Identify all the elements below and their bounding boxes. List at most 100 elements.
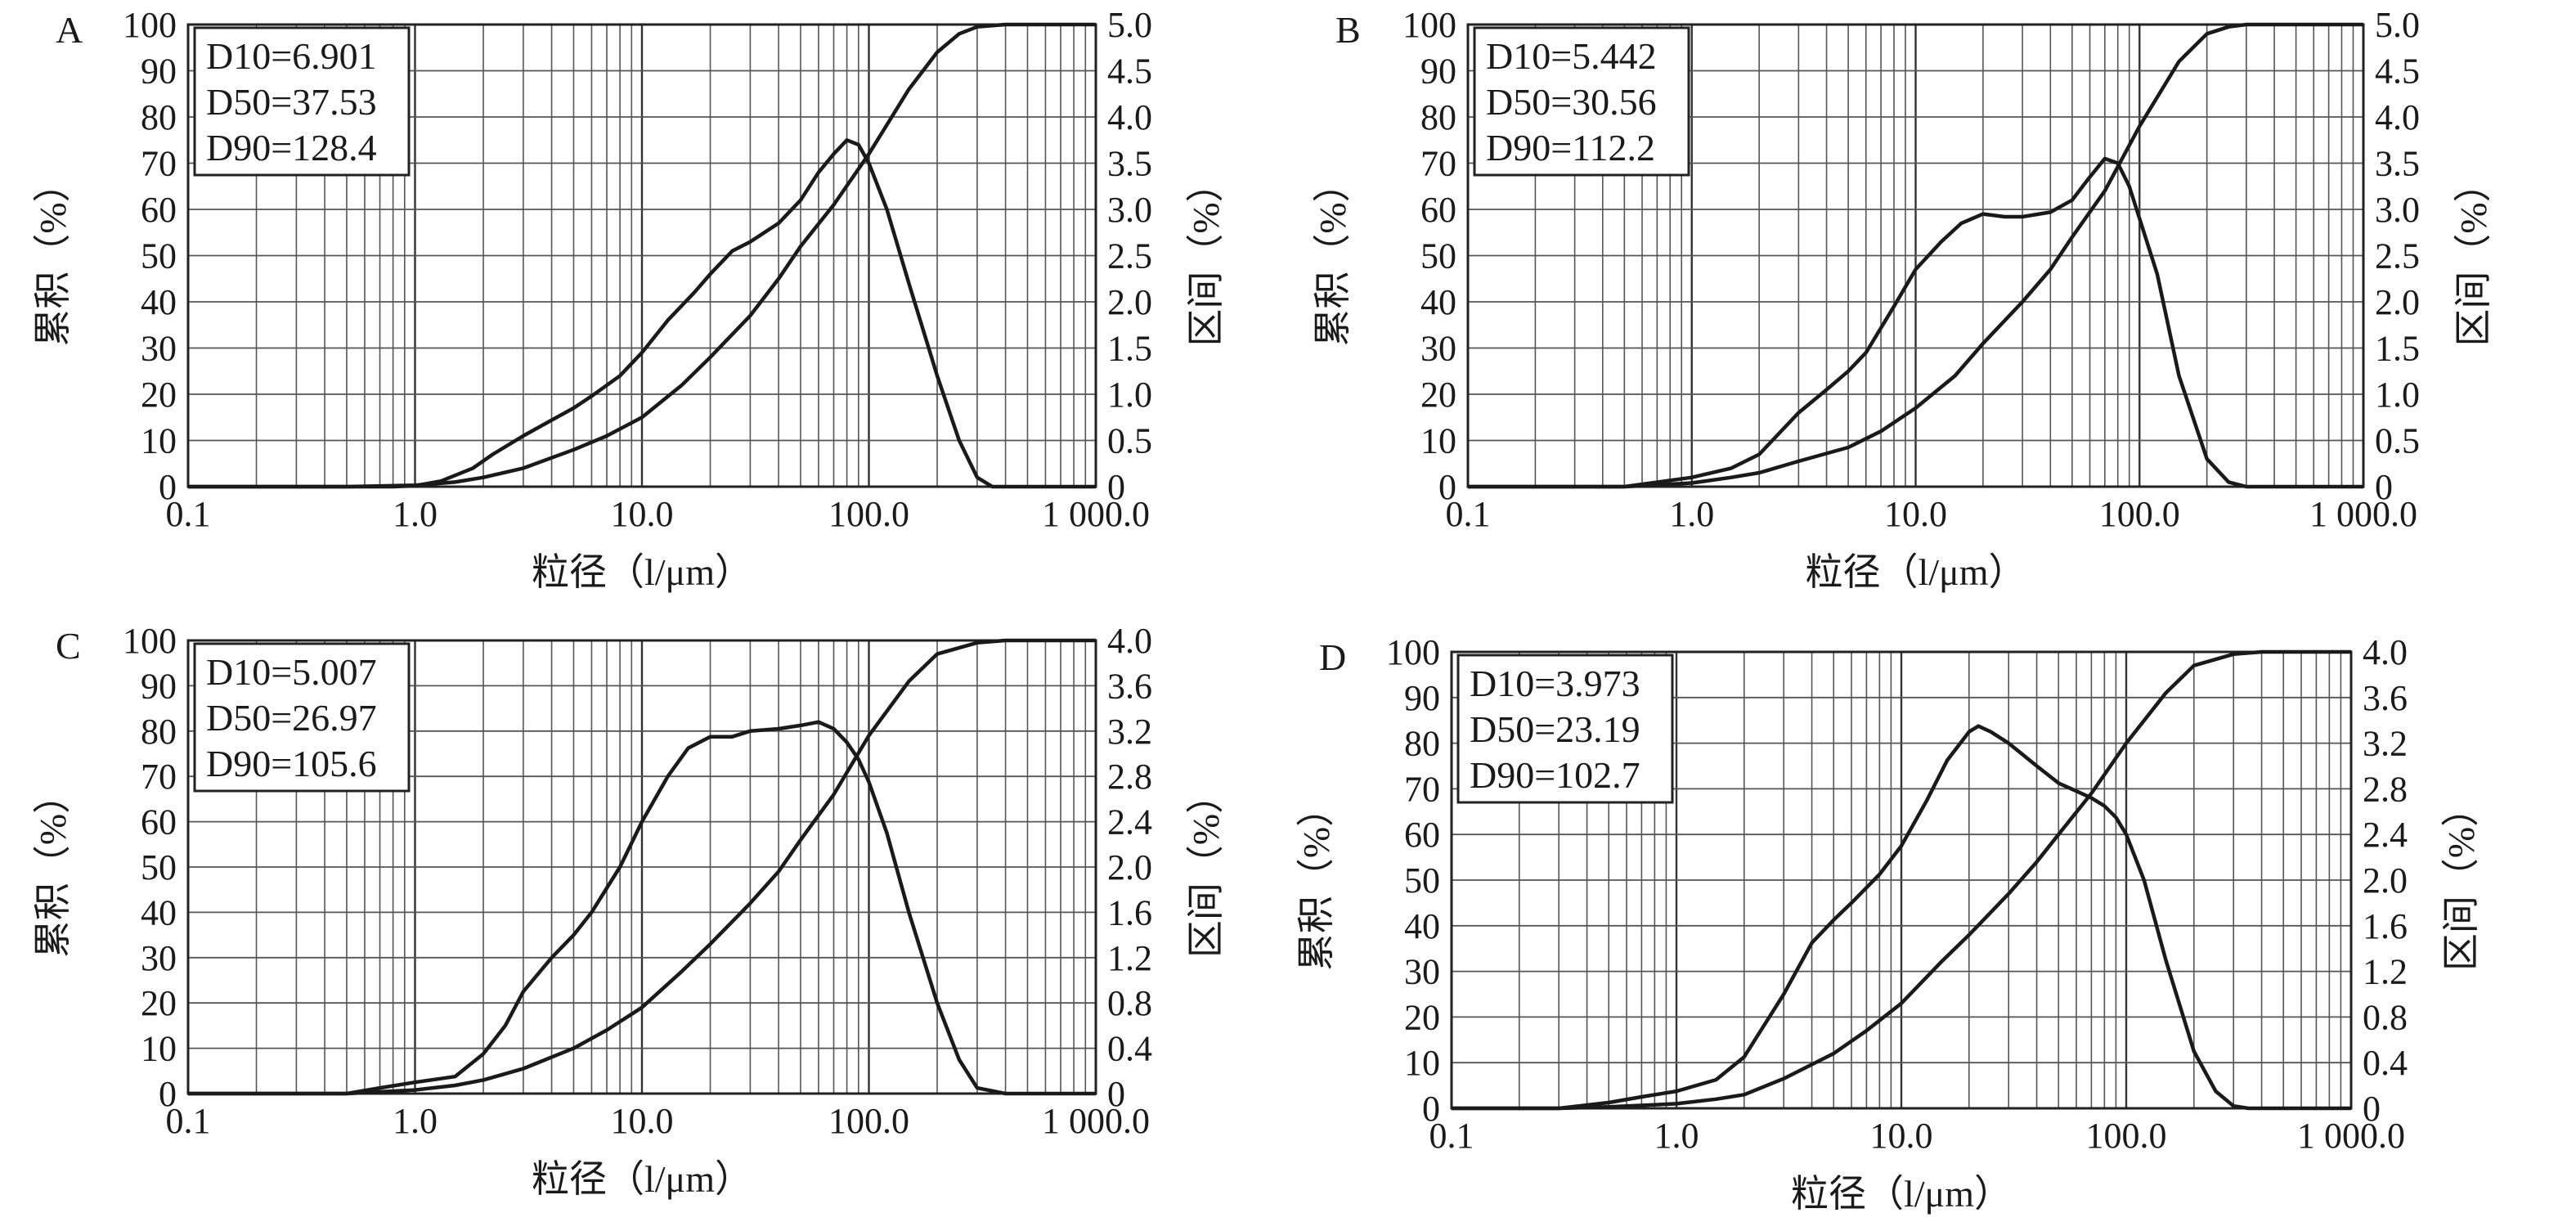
y-right-tick-label: 3.0 bbox=[2375, 190, 2420, 230]
chart-panel-a: 0 10 20 30 40 50 60 70 80 90 100 0 0.5 1.0 1.5 2.0 2.5 3.… bbox=[32, 5, 1227, 593]
y-right-tick-label: 1.0 bbox=[2375, 375, 2420, 415]
y-left-tick-label: 30 bbox=[1404, 952, 1440, 992]
x-tick-label: 1.0 bbox=[1669, 494, 1714, 534]
y-left-tick-label: 30 bbox=[1420, 329, 1456, 369]
y-right-tick-label: 1.0 bbox=[1107, 375, 1152, 415]
stats-line: D90=128.4 bbox=[206, 127, 377, 168]
y-left-tick-label: 70 bbox=[1420, 144, 1456, 184]
chart-panel-c: 0 10 20 30 40 50 60 70 80 90 100 0 0.4 0.8 1.2 1.6 2.0 2.… bbox=[32, 621, 1227, 1200]
y-right-tick-label: 1.2 bbox=[2363, 952, 2408, 992]
y-right-tick-label: 0.8 bbox=[1107, 983, 1152, 1023]
y-left-tick-label: 70 bbox=[141, 757, 177, 797]
x-tick-label: 0.1 bbox=[166, 1101, 211, 1141]
plot-frame bbox=[1450, 650, 2353, 1110]
cumulative-curve bbox=[188, 22, 1096, 489]
x-tick-label: 10.0 bbox=[1884, 494, 1947, 534]
y-left-tick-label: 10 bbox=[1420, 421, 1456, 461]
panel-label: A bbox=[56, 9, 83, 51]
stats-line: D10=6.901 bbox=[206, 35, 377, 77]
y-left-tick-label: 60 bbox=[141, 802, 177, 842]
stats-box bbox=[1473, 26, 1690, 177]
y-right-tick-label: 5.0 bbox=[2375, 5, 2420, 45]
plot-frame bbox=[186, 639, 1097, 1095]
x-tick-label: 100.0 bbox=[2099, 494, 2180, 534]
y-left-tick-label: 30 bbox=[141, 329, 177, 369]
x-tick-label: 1.0 bbox=[393, 1101, 438, 1141]
y-left-tick-label: 30 bbox=[141, 938, 177, 978]
y-right-tick-label: 0 bbox=[1107, 467, 1125, 507]
y-left-axis-title: 累积（%） bbox=[1295, 789, 1337, 971]
x-tick-label: 1 000.0 bbox=[2309, 494, 2417, 534]
y-right-tick-label: 2.4 bbox=[1107, 802, 1152, 842]
x-tick-label: 1 000.0 bbox=[1042, 494, 1150, 534]
x-tick-label: 0.1 bbox=[1429, 1116, 1474, 1156]
x-axis-title: 粒径（l/μm） bbox=[532, 551, 752, 593]
y-right-tick-label: 4.0 bbox=[2363, 632, 2408, 672]
y-left-tick-label: 100 bbox=[123, 621, 177, 661]
cumulative-curve bbox=[188, 638, 1096, 1096]
y-left-tick-label: 20 bbox=[141, 983, 177, 1023]
y-right-tick-label: 1.2 bbox=[1107, 938, 1152, 978]
cumulative-curve bbox=[1468, 22, 2363, 489]
y-left-tick-label: 90 bbox=[1404, 678, 1440, 718]
y-right-tick-label: 0.4 bbox=[2363, 1043, 2408, 1083]
y-left-tick-label: 20 bbox=[141, 375, 177, 415]
y-right-tick-label: 2.8 bbox=[2363, 769, 2408, 809]
y-right-axis-title: 区间（%） bbox=[1185, 164, 1227, 346]
y-right-axis-title: 区间（%） bbox=[2453, 164, 2494, 346]
y-right-tick-label: 0 bbox=[2375, 467, 2393, 507]
y-left-axis-title: 累积（%） bbox=[32, 164, 74, 346]
y-left-tick-label: 20 bbox=[1420, 375, 1456, 415]
y-right-tick-label: 0.5 bbox=[2375, 421, 2420, 461]
y-right-tick-label: 0 bbox=[1107, 1074, 1125, 1114]
stats-line: D90=105.6 bbox=[206, 743, 377, 784]
stats-line: D10=5.442 bbox=[1486, 35, 1657, 77]
y-left-tick-label: 80 bbox=[141, 97, 177, 137]
y-right-tick-label: 5.0 bbox=[1107, 5, 1152, 45]
y-left-tick-label: 40 bbox=[141, 892, 177, 932]
panel-label: B bbox=[1335, 9, 1361, 51]
y-left-tick-label: 100 bbox=[1386, 632, 1440, 672]
y-right-tick-label: 1.6 bbox=[1107, 892, 1152, 932]
cumulative-curve bbox=[1452, 649, 2351, 1111]
y-right-tick-label: 3.6 bbox=[2363, 678, 2408, 718]
panel-label: C bbox=[56, 625, 81, 667]
y-left-tick-label: 50 bbox=[141, 847, 177, 887]
y-right-tick-label: 3.5 bbox=[2375, 144, 2420, 184]
y-left-axis-title: 累积（%） bbox=[32, 776, 74, 958]
y-right-tick-label: 2.5 bbox=[1107, 236, 1152, 276]
y-right-tick-label: 1.6 bbox=[2363, 906, 2408, 946]
y-left-tick-label: 90 bbox=[141, 52, 177, 92]
x-axis-title: 粒径（l/μm） bbox=[532, 1158, 752, 1200]
interval-curve bbox=[1468, 156, 2363, 489]
y-right-tick-label: 4.5 bbox=[2375, 52, 2420, 92]
stats-box bbox=[193, 642, 411, 793]
y-left-tick-label: 40 bbox=[1420, 282, 1456, 322]
y-left-tick-label: 50 bbox=[1404, 860, 1440, 901]
stats-line: D50=26.97 bbox=[206, 697, 377, 739]
y-left-tick-label: 0 bbox=[1422, 1089, 1440, 1129]
y-right-axis-title: 区间（%） bbox=[2440, 789, 2482, 971]
y-right-tick-label: 2.0 bbox=[1107, 282, 1152, 322]
y-left-tick-label: 100 bbox=[1402, 5, 1456, 45]
x-tick-label: 100.0 bbox=[828, 494, 909, 534]
y-right-tick-label: 3.6 bbox=[1107, 666, 1152, 706]
y-left-tick-label: 50 bbox=[1420, 236, 1456, 276]
x-tick-label: 0.1 bbox=[1446, 494, 1491, 534]
y-left-tick-label: 80 bbox=[1420, 97, 1456, 137]
interval-curve bbox=[188, 720, 1096, 1096]
y-left-tick-label: 40 bbox=[1404, 906, 1440, 946]
x-tick-label: 100.0 bbox=[2086, 1116, 2167, 1156]
y-left-tick-label: 0 bbox=[159, 1074, 177, 1114]
chart-panel-b: 0 10 20 30 40 50 60 70 80 90 100 0 0.5 1.0 1.5 2.0 2.5 3.… bbox=[1312, 5, 2494, 593]
x-tick-label: 100.0 bbox=[828, 1101, 909, 1141]
y-right-tick-label: 0.5 bbox=[1107, 421, 1152, 461]
y-left-tick-label: 10 bbox=[1404, 1043, 1440, 1083]
x-tick-label: 10.0 bbox=[611, 1101, 674, 1141]
y-left-tick-label: 100 bbox=[123, 5, 177, 45]
stats-box bbox=[193, 26, 411, 177]
y-right-tick-label: 0.4 bbox=[1107, 1029, 1152, 1069]
y-left-tick-label: 70 bbox=[141, 144, 177, 184]
x-tick-label: 0.1 bbox=[166, 494, 211, 534]
